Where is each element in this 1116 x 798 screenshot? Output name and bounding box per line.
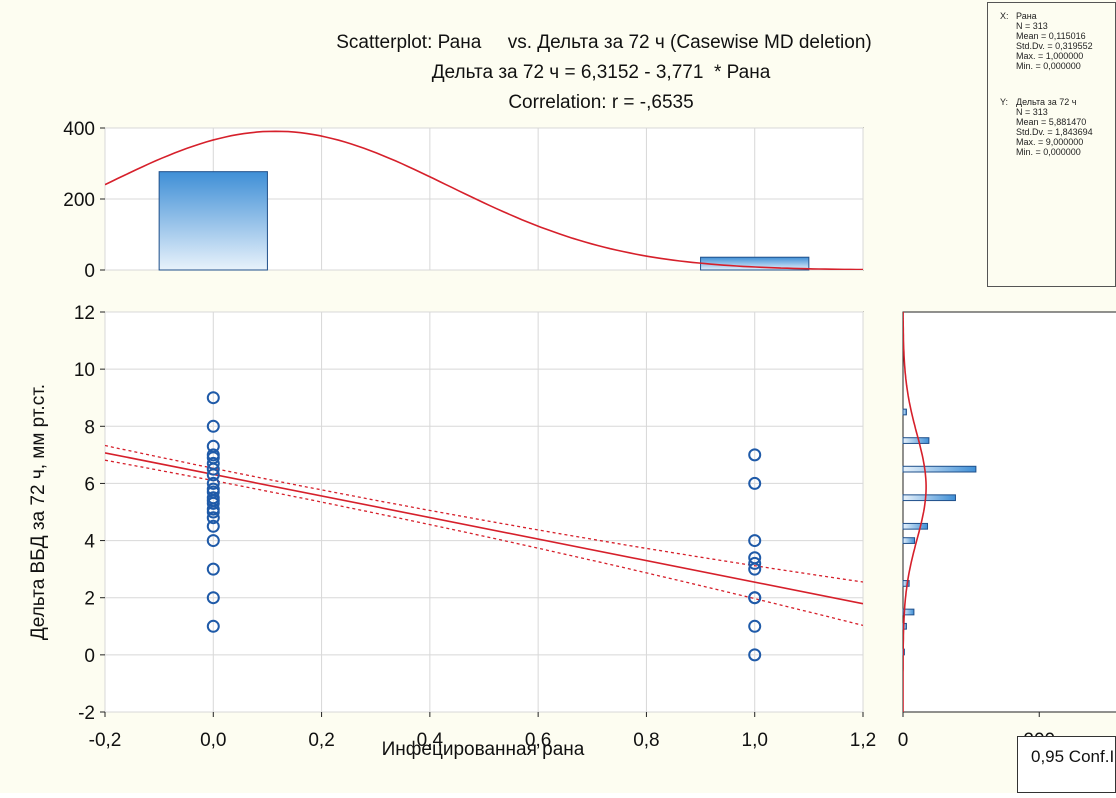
y-tick-label: 0: [84, 646, 95, 667]
x-tick-label: 0,2: [308, 730, 334, 751]
y-tick-label: -2: [78, 703, 95, 724]
scatter-point: [206, 505, 220, 519]
stats-y-label: Y:: [1000, 97, 1009, 107]
stats-line: Mean = 0,115016: [1016, 31, 1086, 41]
x-tick-label: -0,2: [89, 730, 122, 751]
scatter-point: [206, 562, 220, 576]
correlation-label: Correlation: r = -,6535: [508, 92, 693, 113]
x-tick-label: 1,0: [742, 730, 768, 751]
x-tick-label: 1,2: [850, 730, 876, 751]
scatter-point: [748, 556, 762, 570]
regression-equation: Дельта за 72 ч = 6,3152 - 3,771 * Рана: [432, 62, 771, 83]
top-histogram-bar: [158, 171, 268, 271]
scatter-point: [206, 462, 220, 476]
top-histogram-bars: [158, 171, 810, 271]
y-tick-label: 12: [74, 303, 95, 324]
scatter-point: [206, 496, 220, 510]
scatter-point: [748, 591, 762, 605]
scatter-point: [748, 619, 762, 633]
confidence-band-upper: [105, 444, 863, 583]
scatter-point: [206, 591, 220, 605]
top-normal-curve: [105, 130, 863, 270]
stats-line: Std.Dv. = 1,843694: [1016, 127, 1093, 137]
stats-line: Max. = 1,000000: [1016, 51, 1084, 61]
y-axis-label: Дельта ВБД за 72 ч, мм рт.ст.: [28, 384, 49, 640]
scatter-point: [206, 519, 220, 533]
chart-title: Scatterplot: Рана vs. Дельта за 72 ч (Ca…: [336, 32, 871, 53]
main-gridlines: [104, 311, 864, 713]
right-histogram-bar: [902, 465, 977, 473]
right-normal-curve: [903, 312, 927, 712]
scatter-point: [206, 619, 220, 633]
x-tick-label: 0,8: [633, 730, 659, 751]
y-tick-label: 6: [84, 474, 95, 495]
scatter-point: [748, 648, 762, 662]
stats-line: Mean = 5,881470: [1016, 117, 1087, 127]
scatter-points: [206, 391, 762, 662]
x-tick-label: 0,4: [417, 730, 444, 751]
scatter-point: [206, 468, 220, 482]
scatter-point: [748, 476, 762, 490]
stats-line: Min. = 0,000000: [1016, 147, 1081, 157]
stats-line: Дельта за 72 ч: [1016, 97, 1077, 107]
scatter-point: [748, 534, 762, 548]
main-plot-frame: [104, 311, 864, 713]
top-normal-curve-path: [105, 130, 863, 270]
stats-x-label: X:: [1000, 11, 1009, 21]
scatter-point: [206, 482, 220, 496]
scatter-point: [206, 391, 220, 405]
right-x-tick-label: 0: [898, 730, 909, 751]
scatter-point: [206, 511, 220, 525]
y-axis-ticks: -2 0 2 4 6 8 10 12: [74, 303, 105, 724]
scatter-point: [748, 448, 762, 462]
x-tick-label: 0,6: [525, 730, 551, 751]
top-y-tick-label: 200: [63, 190, 95, 211]
legend-box: 0,95 Conf.Int.: [1017, 736, 1116, 793]
stats-line: N = 313: [1016, 21, 1048, 31]
right-histogram-bar: [902, 408, 907, 416]
right-histogram-bar: [902, 494, 956, 502]
regression-lines: [105, 444, 863, 627]
y-tick-label: 8: [84, 417, 95, 438]
stats-line: N = 313: [1016, 107, 1048, 117]
right-histogram-bar: [902, 580, 910, 587]
stats-line: Std.Dv. = 0,319552: [1016, 41, 1093, 51]
right-normal-curve-path: [903, 312, 927, 712]
top-histogram-y-ticks: 0 200 400: [63, 119, 105, 282]
stats-line: Min. = 0,000000: [1016, 61, 1081, 71]
legend-text: 0,95 Conf.Int.: [1031, 747, 1115, 766]
x-axis-ticks: -0,2 0,0 0,2 0,4 0,6 0,8 1,0 1,2: [89, 712, 876, 751]
right-histogram-bar: [902, 608, 915, 616]
x-tick-label: 0,0: [200, 730, 226, 751]
right-histogram-bar: [902, 537, 916, 544]
top-y-tick-label: 400: [63, 119, 95, 140]
right-histogram-bar: [902, 522, 929, 530]
descriptive-stats-box: X: Рана N = 313 Mean = 0,115016 Std.Dv. = 0…: [987, 2, 1116, 287]
scatter-point: [206, 419, 220, 433]
scatter-point: [748, 562, 762, 576]
y-tick-label: 4: [84, 532, 95, 553]
scatter-point: [206, 476, 220, 490]
top-y-tick-label: 0: [84, 261, 95, 282]
right-histogram-bar: [902, 437, 930, 444]
regression-line: [105, 452, 863, 605]
x-axis-label: Инфецированная рана: [382, 739, 585, 760]
confidence-band-lower: [105, 459, 863, 627]
stats-line: Max. = 9,000000: [1016, 137, 1084, 147]
right-histogram-frame: [902, 311, 1116, 713]
right-histogram-bars: [902, 408, 977, 656]
y-tick-label: 2: [84, 589, 95, 610]
stats-line: Рана: [1016, 11, 1037, 21]
y-tick-label: 10: [74, 360, 95, 381]
scatter-point: [206, 534, 220, 548]
